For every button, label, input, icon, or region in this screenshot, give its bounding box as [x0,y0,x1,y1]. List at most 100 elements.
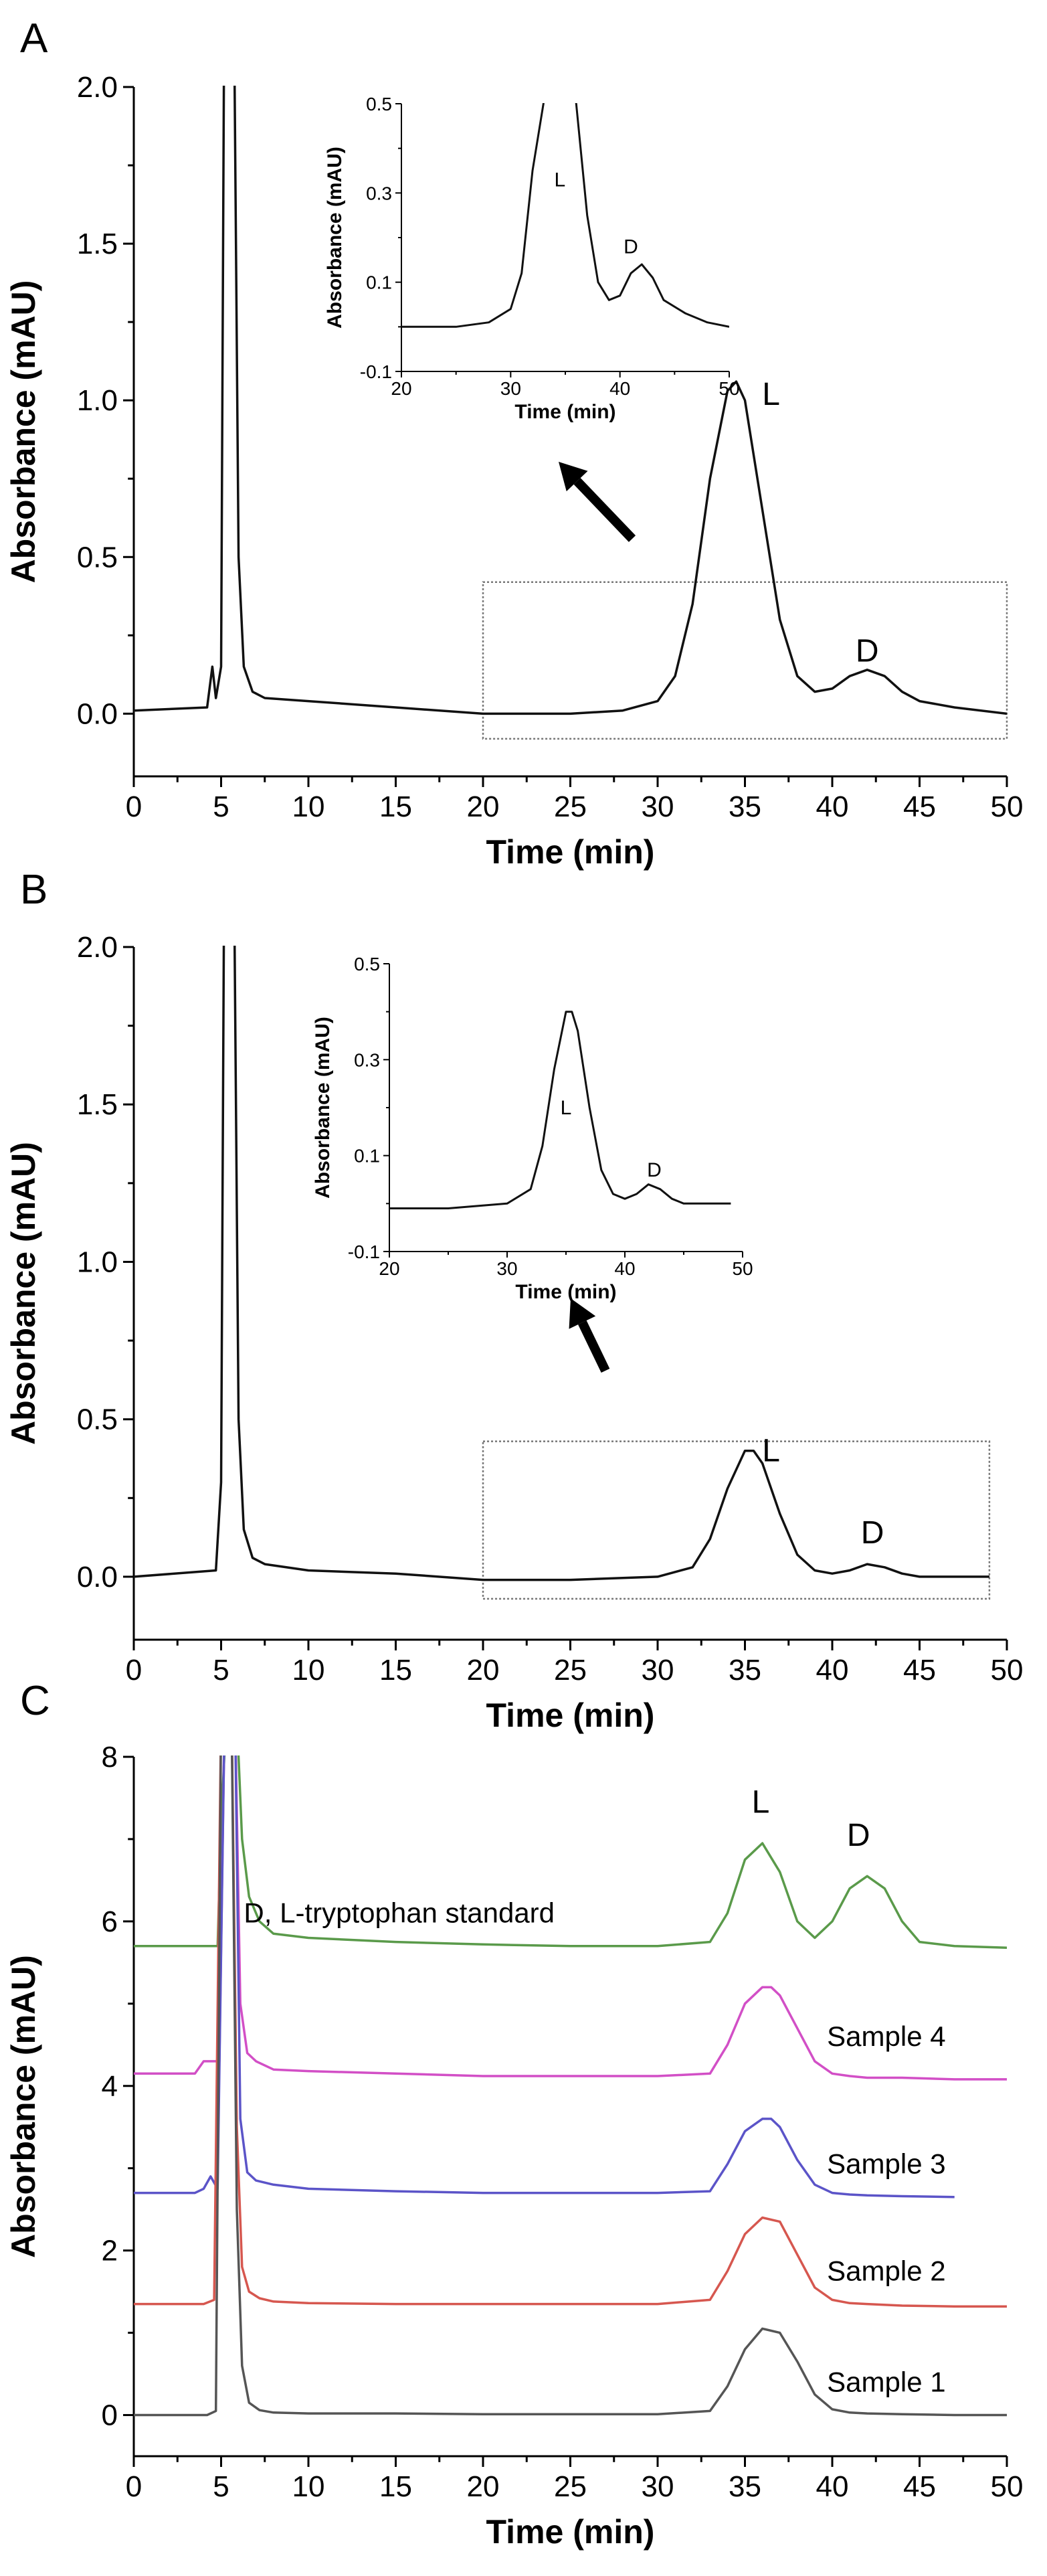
series-line-sample-4 [134,1755,1007,2081]
y-tick-label: 2 [102,2235,118,2267]
y-tick-label: 1.0 [77,1246,118,1278]
zoom-arrow-shaft [578,1320,610,1373]
x-tick-label: 45 [903,1654,936,1687]
x-tick-label: 35 [729,790,761,823]
inset-x-tick-label: 50 [732,1258,753,1279]
x-tick-label: 15 [379,790,412,823]
y-tick-label: 0.0 [77,1561,118,1594]
x-tick-label: 5 [213,790,229,823]
x-tick-label: 40 [816,1654,849,1687]
peak-label-d: D [856,634,879,669]
series-line-chromatogram [134,86,1007,715]
x-tick-label: 45 [903,2470,936,2503]
series-line-sample-3 [134,1755,955,2199]
series-line-d-l-tryptophan-standard [134,1755,1007,1949]
peak-label-d: D [861,1515,884,1551]
inset-y-tick-label: -0.1 [348,1241,380,1262]
x-tick-label: 20 [467,1654,500,1687]
panel-b: 0 5 10 15 20 25 30 35 40 45 50 0.0 0.5 1.0 1.5 2.0 Time … [5,931,1024,1734]
zoom-box [482,1440,991,1600]
y-tick-label: 1.5 [77,1088,118,1121]
inset-x-axis-title: Time (min) [515,1281,616,1303]
series-line-sample-1 [134,1755,1007,2417]
inset-y-tick-label: 0.1 [366,272,392,293]
inset-x-tick-label: 20 [391,378,411,399]
inset-y-tick-label: -0.1 [360,361,392,382]
inset-x-tick-label: 30 [500,378,521,399]
inset-x-tick-label: 40 [614,1258,635,1279]
zoom-arrow-head [559,462,588,492]
x-tick-label: 10 [292,1654,325,1687]
panel-letter-b: B [20,867,47,913]
y-tick-label: 0 [102,2399,118,2432]
peak-label-l: L [762,1434,780,1469]
zoom-arrow-head [569,1298,596,1329]
inset-y-tick-label: 0.5 [366,94,392,114]
series-line-chromatogram [134,946,989,1581]
y-axis-title: Absorbance (mAU) [5,280,42,584]
inset-y-tick-label: 0.1 [354,1146,380,1167]
inset-series-line [401,103,729,328]
x-tick-label: 50 [991,1654,1024,1687]
y-tick-label: 0.5 [77,1403,118,1436]
inset-y-tick-label: 0.5 [354,954,380,974]
y-tick-label: 2.0 [77,71,118,104]
inset-y-axis-title: Absorbance (mAU) [312,1017,334,1199]
inset-x-tick-label: 30 [496,1258,517,1279]
inset-plot: 20 30 40 50 -0.1 0.1 0.3 0.5 Time (min) Absorbanc… [312,954,753,1303]
x-tick-label: 0 [126,1654,142,1687]
inset-series-line [389,1011,731,1209]
peak-label-l: L [762,377,780,412]
series-line-sample-2 [134,1755,1007,2308]
y-axis-title: Absorbance (mAU) [5,1955,42,2258]
y-tick-label: 6 [102,1905,118,1938]
inset-y-axis-title: Absorbance (mAU) [324,147,346,329]
x-tick-label: 15 [379,2470,412,2503]
panel-letter-a: A [20,15,48,62]
x-axis-title: Time (min) [486,2513,655,2551]
y-tick-label: 1.0 [77,384,118,417]
panel-letter-c: C [20,1678,50,1724]
inset-peak-label-d: D [624,236,638,258]
x-tick-label: 50 [991,790,1024,823]
peak-label-d: D [847,1818,870,1853]
x-tick-label: 20 [467,2470,500,2503]
series-label: D, L-tryptophan standard [244,1897,555,1929]
y-tick-label: 8 [102,1741,118,1774]
y-tick-label: 4 [102,2070,118,2103]
series-label: Sample 1 [827,2366,945,2397]
inset-plot: 20 30 40 50 -0.1 0.1 0.3 0.5 Time (min) Absorbanc… [324,94,740,423]
x-tick-label: 15 [379,1654,412,1687]
panel-a: 0 5 10 15 20 25 30 35 40 45 50 0.0 0.5 1.0 1.5 2.0 Time … [5,71,1024,871]
inset-x-tick-label: 40 [609,378,630,399]
y-tick-label: 1.5 [77,228,118,260]
x-tick-label: 50 [991,2470,1024,2503]
y-tick-label: 0.0 [77,697,118,730]
x-tick-label: 10 [292,2470,325,2503]
series-label: Sample 3 [827,2148,945,2180]
series-label: Sample 4 [827,2021,945,2052]
x-tick-label: 0 [126,790,142,823]
y-tick-label: 2.0 [77,931,118,964]
inset-peak-label-d: D [647,1159,662,1181]
y-axis-title: Absorbance (mAU) [5,1142,42,1445]
series-label: Sample 2 [827,2255,945,2286]
x-tick-label: 20 [467,790,500,823]
x-tick-label: 5 [213,1654,229,1687]
peak-label-l: L [752,1785,770,1820]
inset-y-tick-label: 0.3 [366,183,392,203]
inset-x-axis-title: Time (min) [514,401,615,423]
x-tick-label: 30 [642,790,674,823]
x-tick-label: 35 [729,1654,761,1687]
x-tick-label: 45 [903,790,936,823]
zoom-box [482,581,1008,740]
zoom-arrow-shaft [573,478,636,542]
x-tick-label: 40 [816,2470,849,2503]
x-tick-label: 5 [213,2470,229,2503]
x-tick-label: 30 [642,1654,674,1687]
inset-x-tick-label: 20 [379,1258,399,1279]
x-tick-label: 25 [554,790,587,823]
x-tick-label: 0 [126,2470,142,2503]
x-axis-title: Time (min) [486,1697,655,1734]
inset-peak-label-l: L [561,1097,572,1119]
